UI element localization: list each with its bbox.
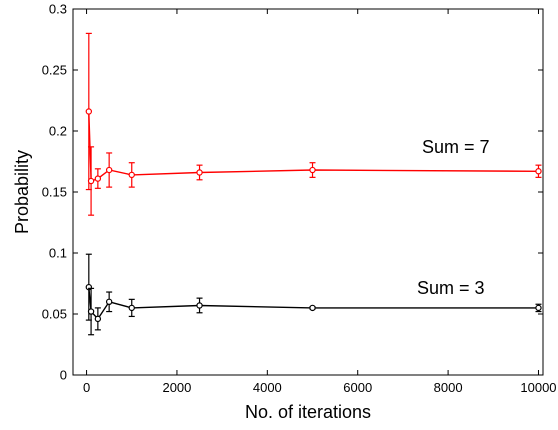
data-point: [535, 304, 542, 312]
y-tick-label: 0.05: [42, 307, 67, 322]
y-axis-label: Probability: [12, 150, 32, 234]
y-tick-label: 0: [60, 368, 67, 383]
data-point: [309, 304, 316, 312]
series-label-sum-3: Sum = 3: [417, 278, 485, 298]
y-tick-label: 0.2: [49, 124, 67, 139]
x-tick-label: 0: [83, 380, 90, 395]
plot-area: [72, 8, 544, 376]
x-tick-label: 2000: [162, 380, 191, 395]
plot-frame: [72, 8, 544, 376]
data-point: [128, 171, 135, 179]
y-tick-label: 0.1: [49, 246, 67, 261]
data-point: [94, 175, 102, 182]
data-point: [535, 168, 542, 175]
y-tick-label: 0.15: [42, 185, 67, 200]
series-label-sum-7: Sum = 7: [422, 137, 490, 157]
data-point: [196, 302, 203, 309]
series-1: [85, 253, 542, 336]
data-point: [309, 166, 316, 174]
x-tick-label: 6000: [343, 380, 372, 395]
x-axis-label: No. of iterations: [245, 402, 371, 422]
x-tick-label: 8000: [434, 380, 463, 395]
axis-ticks: 0 2000 4000 6000 8000 10000 0 0.05 0.1 0.15 0.2 0.2…: [42, 2, 557, 396]
data-point: [196, 169, 203, 176]
x-tick-label: 10000: [520, 380, 556, 395]
y-tick-label: 0.3: [49, 2, 67, 17]
series-layer: [85, 32, 542, 336]
data-point: [87, 308, 95, 315]
data-point: [87, 177, 95, 185]
data-point: [105, 298, 113, 305]
data-point: [94, 315, 102, 323]
data-point: [85, 108, 93, 115]
data-point: [128, 304, 135, 312]
x-tick-label: 4000: [253, 380, 282, 395]
data-point: [105, 166, 113, 174]
series-0: [85, 32, 542, 216]
y-tick-label: 0.25: [42, 63, 67, 78]
